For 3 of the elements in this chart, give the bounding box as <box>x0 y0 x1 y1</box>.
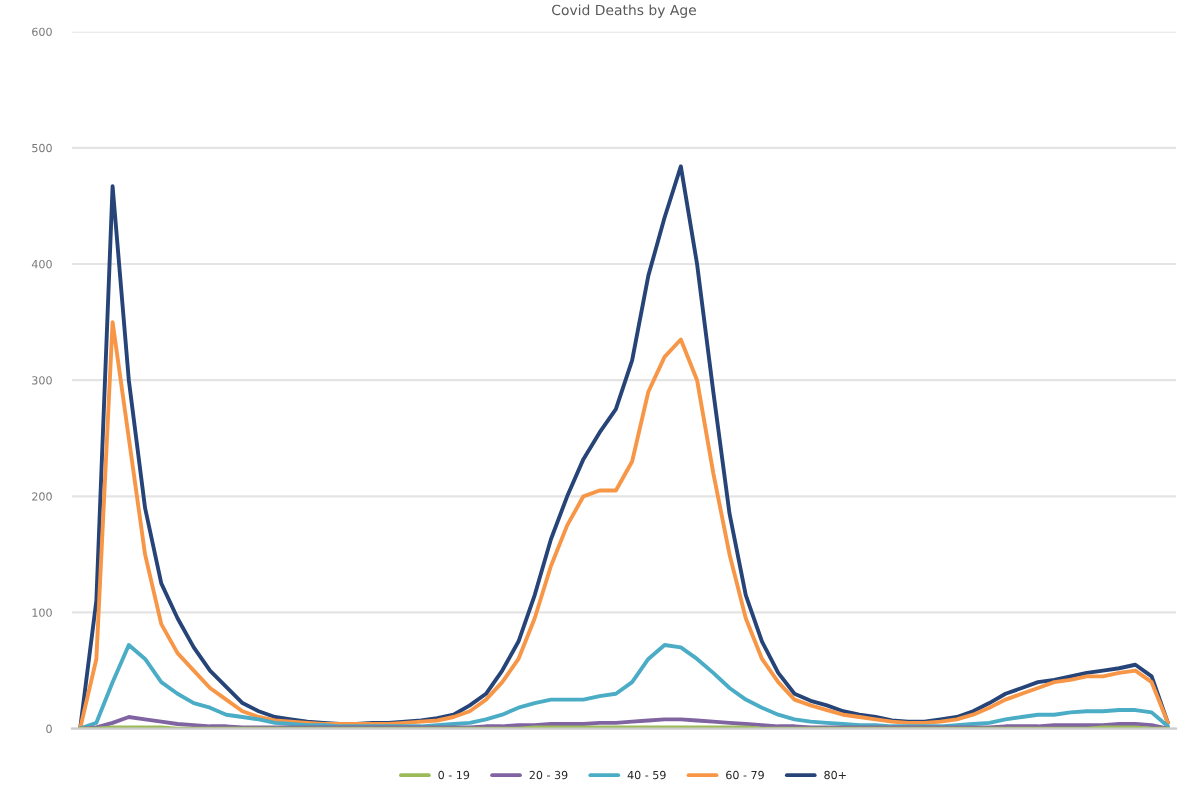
line-series <box>78 643 1170 729</box>
line-series <box>78 164 1170 729</box>
line-series <box>78 320 1170 729</box>
